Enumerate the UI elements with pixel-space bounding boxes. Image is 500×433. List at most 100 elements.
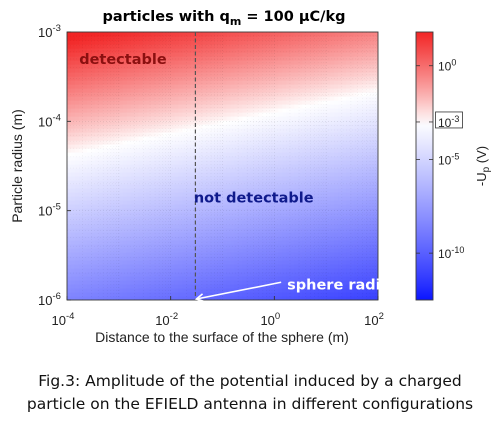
- heatmap-cell: [266, 296, 271, 300]
- heatmap-cell: [326, 212, 331, 217]
- heatmap-cell: [246, 240, 252, 245]
- heatmap-cell: [266, 92, 271, 97]
- heatmap-cell: [218, 68, 224, 73]
- heatmap-cell: [194, 244, 200, 249]
- heatmap-cell: [154, 276, 160, 281]
- heatmap-cell: [338, 80, 343, 85]
- heatmap-cell: [86, 296, 92, 300]
- heatmap-cell: [298, 72, 303, 77]
- heatmap-cell: [350, 56, 355, 61]
- heatmap-cell: [310, 40, 315, 45]
- heatmap-cell: [198, 272, 204, 277]
- heatmap-cell: [154, 292, 160, 297]
- heatmap-cell: [326, 108, 331, 113]
- heatmap-cell: [178, 224, 184, 229]
- heatmap-cell: [270, 172, 275, 177]
- heatmap-cell: [122, 224, 128, 229]
- heatmap-cell: [130, 136, 136, 141]
- heatmap-cell: [338, 148, 343, 153]
- heatmap-cell: [78, 148, 84, 153]
- heatmap-cell: [90, 112, 96, 117]
- heatmap-cell: [222, 128, 228, 133]
- heatmap-cell: [326, 168, 331, 173]
- heatmap-cell: [74, 260, 80, 265]
- heatmap-cell: [130, 80, 136, 85]
- heatmap-cell: [98, 76, 104, 81]
- heatmap-cell: [362, 216, 367, 221]
- heatmap-cell: [150, 204, 156, 209]
- heatmap-cell: [326, 228, 331, 233]
- heatmap-cell: [70, 68, 76, 73]
- heatmap-cell: [174, 92, 180, 97]
- heatmap-cell: [238, 84, 244, 89]
- heatmap-cell: [162, 248, 168, 253]
- heatmap-cell: [354, 252, 359, 257]
- heatmap-cell: [190, 44, 196, 49]
- heatmap-cell: [294, 132, 299, 137]
- heatmap-cell: [254, 88, 259, 93]
- heatmap-cell: [110, 56, 116, 61]
- heatmap-cell: [234, 104, 240, 109]
- heatmap-cell: [234, 156, 240, 161]
- heatmap-cell: [234, 44, 240, 49]
- heatmap-cell: [150, 184, 156, 189]
- heatmap-cell: [182, 128, 188, 133]
- heatmap-cell: [258, 128, 263, 133]
- heatmap-cell: [282, 224, 287, 229]
- heatmap-cell: [290, 40, 295, 45]
- heatmap-cell: [78, 220, 84, 225]
- heatmap-cell: [166, 236, 172, 241]
- heatmap-cell: [202, 144, 208, 149]
- heatmap-cell: [318, 32, 323, 37]
- heatmap-cell: [86, 260, 92, 265]
- heatmap-cell: [67, 288, 72, 293]
- heatmap-cell: [334, 180, 339, 185]
- heatmap-cell: [310, 152, 315, 157]
- heatmap-cell: [86, 80, 92, 85]
- heatmap-cell: [198, 224, 204, 229]
- heatmap-cell: [186, 284, 192, 289]
- heatmap-cell: [154, 240, 160, 245]
- heatmap-cell: [234, 252, 240, 257]
- heatmap-cell: [190, 188, 196, 193]
- heatmap-cell: [282, 136, 287, 141]
- heatmap-cell: [322, 152, 327, 157]
- heatmap-cell: [350, 248, 355, 253]
- heatmap-cell: [202, 148, 208, 153]
- heatmap-cell: [278, 68, 283, 73]
- heatmap-cell: [362, 276, 367, 281]
- heatmap-cell: [74, 136, 80, 141]
- heatmap-cell: [298, 276, 303, 281]
- heatmap-cell: [86, 140, 92, 145]
- heatmap-cell: [90, 224, 96, 229]
- heatmap-cell: [118, 108, 124, 113]
- heatmap-cell: [74, 148, 80, 153]
- heatmap-cell: [290, 208, 295, 213]
- heatmap-cell: [302, 208, 307, 213]
- heatmap-cell: [346, 268, 351, 273]
- heatmap-cell: [67, 48, 72, 53]
- heatmap-cell: [342, 48, 347, 53]
- heatmap-cell: [130, 236, 136, 241]
- heatmap-cell: [154, 100, 160, 105]
- heatmap-cell: [298, 124, 303, 129]
- heatmap-cell: [318, 188, 323, 193]
- heatmap-cell: [178, 52, 184, 57]
- heatmap-cell: [186, 260, 192, 265]
- heatmap-cell: [138, 228, 144, 233]
- heatmap-cell: [126, 176, 132, 181]
- heatmap-cell: [230, 288, 236, 293]
- heatmap-cell: [67, 88, 72, 93]
- heatmap-cell: [194, 188, 200, 193]
- heatmap-cell: [338, 192, 343, 197]
- heatmap-cell: [206, 168, 212, 173]
- heatmap-cell: [190, 64, 196, 69]
- heatmap-cell: [67, 216, 72, 221]
- heatmap-cell: [98, 296, 104, 300]
- heatmap-cell: [202, 44, 208, 49]
- heatmap-cell: [230, 252, 236, 257]
- heatmap-cell: [74, 32, 80, 37]
- heatmap-cell: [146, 180, 152, 185]
- heatmap-cell: [282, 284, 287, 289]
- heatmap-cell: [282, 208, 287, 213]
